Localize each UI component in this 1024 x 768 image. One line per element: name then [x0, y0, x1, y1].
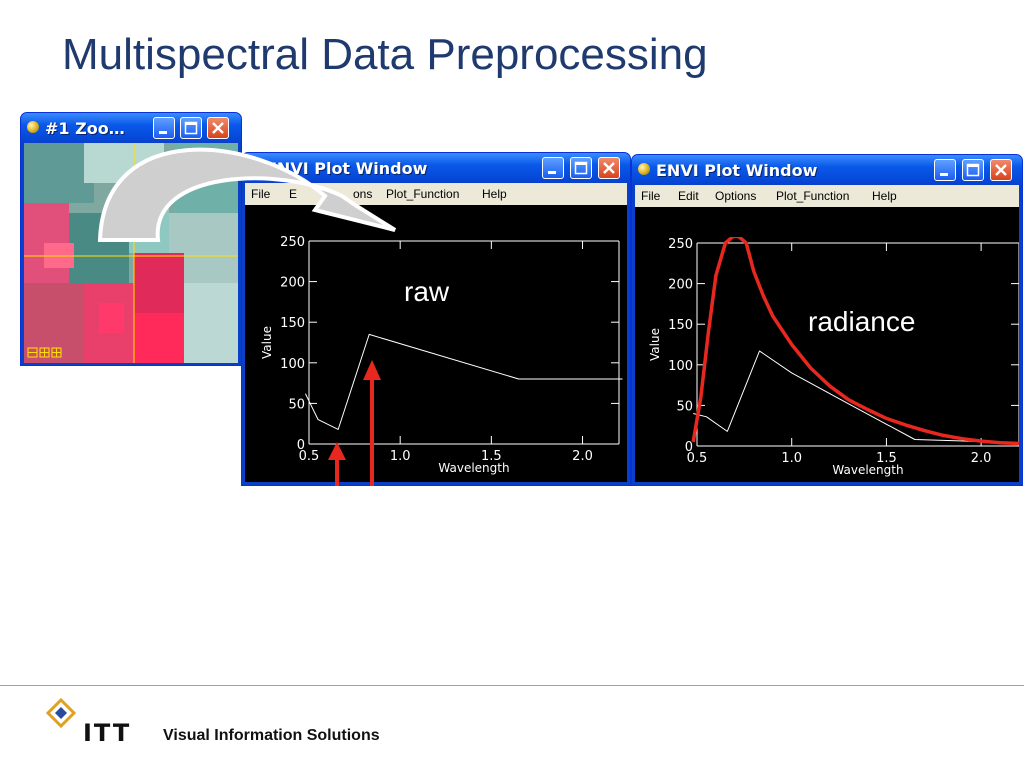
y-tick-label: 100: [280, 357, 305, 372]
x-tick-label: 0.5: [299, 449, 320, 464]
zoom-window-titlebar[interactable]: #1 Zoo…: [21, 113, 241, 143]
plot-window-right-titlebar[interactable]: ENVI Plot Window: [632, 155, 1022, 185]
tagline: Visual Information Solutions: [163, 727, 380, 744]
menu-edit[interactable]: Edit: [678, 189, 699, 203]
y-tick-label: 200: [668, 278, 693, 293]
plot-window-left-title: ENVI Plot Window: [266, 159, 428, 178]
menu-plot-function[interactable]: Plot_Function: [386, 187, 460, 201]
menu-help[interactable]: Help: [482, 187, 507, 201]
red-arrow-icon: [363, 360, 381, 486]
plot-window-right-title: ENVI Plot Window: [656, 161, 818, 180]
y-axis-label: Value: [260, 326, 274, 359]
spectrum-series-line: [304, 333, 623, 430]
menu-file[interactable]: File: [251, 187, 271, 201]
x-axis-label: Wavelength: [438, 461, 509, 475]
close-button[interactable]: [207, 117, 229, 139]
y-tick-label: 50: [676, 399, 693, 414]
slide-title: Multispectral Data Preprocessing: [62, 30, 708, 79]
maximize-icon: [966, 163, 980, 177]
x-axis-label: Wavelength: [832, 463, 903, 477]
minimize-icon: [548, 171, 556, 174]
menu-edit[interactable]: E: [289, 187, 298, 201]
close-icon: [603, 162, 615, 174]
x-tick-label: 0.5: [687, 451, 708, 466]
plot-window-right: ENVI Plot Window File Edit Options Plot_…: [631, 154, 1023, 486]
close-button[interactable]: [990, 159, 1012, 181]
raw-annotation: raw: [404, 276, 450, 307]
app-icon: [638, 163, 650, 175]
y-axis-label: Value: [648, 328, 662, 361]
y-tick-label: 0: [297, 438, 305, 453]
maximize-button[interactable]: [570, 157, 592, 179]
y-tick-label: 100: [668, 359, 693, 374]
close-icon: [995, 164, 1007, 176]
app-icon: [27, 121, 39, 133]
plot-area-right[interactable]: 0 50 100 150 200 250 0.5 1.0 1.5 2.0 Wavelength Val…: [635, 207, 1023, 482]
menu-options[interactable]: Options: [715, 189, 757, 203]
spectrum-series-line: [693, 350, 1023, 444]
y-tick-label: 150: [668, 318, 693, 333]
footer-divider: [0, 685, 1024, 686]
x-tick-label: 1.5: [876, 451, 897, 466]
x-tick-label: 1.5: [481, 449, 502, 464]
plot-area-left[interactable]: 0 50 100 150 200 250 0.5 1.0 1.5 2.0 Wavelength Val…: [245, 205, 627, 482]
red-arrow-icon: [328, 442, 346, 486]
raw-spectrum-chart: 0 50 100 150 200 250 0.5 1.0 1.5 2.0 Wavelength Val…: [260, 235, 623, 475]
y-tick-label: 250: [280, 235, 305, 250]
x-tick-label: 2.0: [971, 451, 992, 466]
minimize-button[interactable]: [934, 159, 956, 181]
zoom-controls: [27, 347, 62, 358]
plot-window-left: ENVI Plot Window File E ons Plot_Functio…: [241, 152, 631, 486]
maximize-button[interactable]: [180, 117, 202, 139]
close-icon: [212, 122, 224, 134]
itt-logo-icon: [45, 698, 77, 729]
menu-help[interactable]: Help: [872, 189, 897, 203]
minimize-icon: [159, 131, 167, 134]
menu-file[interactable]: File: [641, 189, 661, 203]
minimize-button[interactable]: [153, 117, 175, 139]
maximize-icon: [574, 161, 588, 175]
zoom-window-title: #1 Zoo…: [45, 119, 125, 138]
menu-plot-function[interactable]: Plot_Function: [776, 189, 850, 203]
minimize-button[interactable]: [542, 157, 564, 179]
y-tick-label: 250: [668, 237, 693, 252]
minimize-icon: [940, 173, 948, 176]
y-tick-label: 150: [280, 316, 305, 331]
y-tick-label: 0: [685, 440, 693, 455]
close-button[interactable]: [598, 157, 620, 179]
maximize-icon: [184, 121, 198, 135]
plot-window-right-menubar: File Edit Options Plot_Function Help: [635, 185, 1019, 207]
radiance-series-line: [691, 237, 1023, 446]
radiance-annotation: radiance: [808, 306, 916, 337]
plot-window-left-titlebar[interactable]: ENVI Plot Window: [242, 153, 630, 183]
y-tick-label: 50: [288, 397, 305, 412]
menu-options[interactable]: ons: [353, 187, 373, 201]
logo-text: ITT: [83, 719, 132, 747]
y-tick-label: 200: [280, 276, 305, 291]
x-tick-label: 1.0: [390, 449, 411, 464]
maximize-button[interactable]: [962, 159, 984, 181]
x-tick-label: 2.0: [572, 449, 593, 464]
curved-arrow-icon: [97, 147, 397, 242]
x-tick-label: 1.0: [781, 451, 802, 466]
